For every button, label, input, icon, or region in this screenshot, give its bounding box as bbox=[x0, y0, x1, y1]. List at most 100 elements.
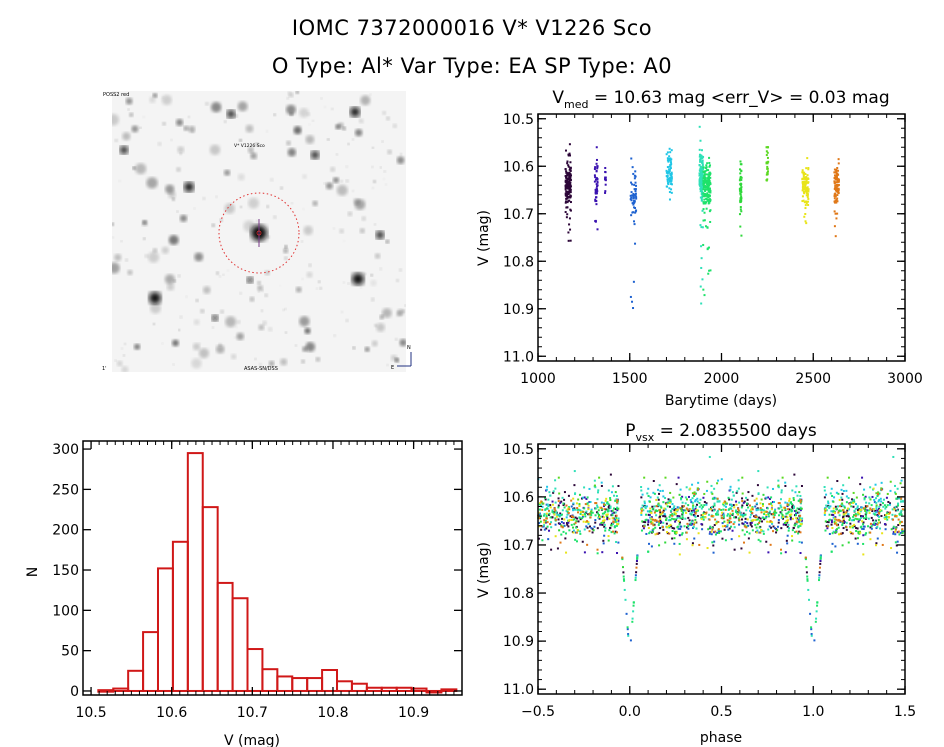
light-curve-point bbox=[665, 153, 668, 156]
phased-curve-point bbox=[694, 512, 697, 515]
phased-curve-point bbox=[795, 509, 798, 512]
phased-curve-point bbox=[567, 521, 570, 524]
light-curve-point bbox=[595, 192, 598, 195]
phased-curve-point bbox=[565, 504, 568, 507]
phased-curve-point bbox=[538, 503, 541, 506]
phased-curve-point bbox=[798, 491, 801, 494]
phased-curve-point bbox=[708, 527, 711, 530]
phased-curve-point bbox=[666, 501, 669, 504]
finder-star bbox=[385, 239, 390, 244]
phased-curve-point bbox=[868, 496, 871, 499]
phased-curve-point bbox=[754, 518, 757, 521]
histogram-bar bbox=[142, 631, 159, 692]
phased-curve-point bbox=[851, 526, 854, 529]
finder-star-bright bbox=[120, 146, 128, 154]
phased-curve-point bbox=[611, 522, 614, 525]
phased-curve-point bbox=[823, 496, 826, 499]
phased-curve-point bbox=[895, 497, 898, 500]
phased-curve-point bbox=[676, 508, 679, 511]
phased-curve-point bbox=[579, 518, 582, 521]
phased-curve-point bbox=[641, 520, 644, 523]
phased-curve-point bbox=[846, 507, 849, 510]
phased-curve-point bbox=[691, 520, 694, 523]
phased-curve-point bbox=[818, 571, 821, 574]
light-curve-point bbox=[633, 183, 636, 186]
finder-star bbox=[324, 106, 327, 109]
phased-curve-point bbox=[687, 495, 690, 498]
finder-star bbox=[127, 108, 130, 111]
phased-curve-point bbox=[573, 523, 576, 526]
phased-curve-point bbox=[705, 489, 708, 492]
phased-curve-point bbox=[855, 527, 858, 530]
light-curve-point bbox=[698, 181, 701, 184]
phased-curve-point bbox=[809, 612, 812, 615]
phased-curve-point bbox=[885, 515, 888, 518]
light-curve-point bbox=[569, 161, 572, 164]
light-curve-point bbox=[699, 196, 702, 199]
finder-star bbox=[236, 332, 244, 341]
finder-star bbox=[384, 183, 387, 186]
phased-curve-point bbox=[616, 499, 619, 502]
light-curve-point bbox=[569, 173, 572, 176]
light-curve-point bbox=[604, 176, 607, 179]
phased-curve-point bbox=[651, 521, 654, 524]
phased-curve-point bbox=[813, 639, 816, 642]
phased-curve-point bbox=[727, 513, 730, 516]
light-curve-point bbox=[699, 167, 702, 170]
phased-curve-point bbox=[568, 508, 571, 511]
phased-curve-point bbox=[741, 504, 744, 507]
phased-curve-point bbox=[832, 507, 835, 510]
phased-curve-point bbox=[804, 558, 807, 561]
light-curve-point bbox=[668, 169, 671, 172]
phased-curve-point bbox=[883, 523, 886, 526]
phased-curve-point bbox=[543, 521, 546, 524]
phased-curve-point bbox=[787, 511, 790, 514]
phased-curve-point bbox=[673, 527, 676, 530]
light-curve-point bbox=[565, 197, 568, 200]
phased-curve-point bbox=[841, 524, 844, 527]
finder-star bbox=[291, 202, 294, 205]
light-curve-point bbox=[704, 193, 707, 196]
phased-curve-point bbox=[653, 511, 656, 514]
phased-curve-point bbox=[733, 516, 736, 519]
light-curve-point bbox=[835, 181, 838, 184]
finder-star bbox=[198, 342, 201, 345]
phased-curve-point bbox=[634, 574, 637, 577]
phased-curve-point bbox=[612, 517, 615, 520]
phased-curve-point bbox=[682, 505, 685, 508]
phased-curve-point bbox=[598, 515, 601, 518]
phased-curve-point bbox=[864, 517, 867, 520]
light-curve-point bbox=[703, 177, 706, 180]
phased-curve-point bbox=[724, 508, 727, 511]
phased-curve-point bbox=[599, 506, 602, 509]
phased-curve-point bbox=[773, 514, 776, 517]
phased-curve-point bbox=[695, 503, 698, 506]
phased-curve-point bbox=[554, 523, 557, 526]
finder-star bbox=[254, 358, 257, 361]
phased-curve-point bbox=[741, 492, 744, 495]
phased-curve-point bbox=[845, 489, 848, 492]
finder-star bbox=[179, 152, 183, 156]
phased-curve-point bbox=[777, 521, 780, 524]
phased-curve-point bbox=[783, 515, 786, 518]
phased-curve-point bbox=[719, 530, 722, 533]
phased-curve-point bbox=[761, 503, 764, 506]
light-curve-point bbox=[704, 181, 707, 184]
phased-curve-ytick-label: 10.7 bbox=[503, 538, 534, 554]
phased-curve-point bbox=[614, 511, 617, 514]
phased-curve-point bbox=[842, 513, 845, 516]
phased-curve-point bbox=[703, 504, 706, 507]
phased-curve-point bbox=[887, 512, 890, 515]
phased-curve-point bbox=[898, 533, 901, 536]
finder-star bbox=[219, 275, 222, 278]
phased-curve-point bbox=[666, 532, 669, 535]
light-curve-point bbox=[669, 179, 672, 182]
finder-star bbox=[255, 219, 259, 223]
finder-star bbox=[150, 302, 161, 314]
phased-curve-point bbox=[557, 500, 560, 503]
phased-curve-point bbox=[892, 518, 895, 521]
phased-curve-point bbox=[810, 634, 813, 637]
phased-curve-point bbox=[849, 522, 852, 525]
light-curve-point bbox=[801, 169, 804, 172]
phased-curve-point bbox=[622, 578, 625, 581]
